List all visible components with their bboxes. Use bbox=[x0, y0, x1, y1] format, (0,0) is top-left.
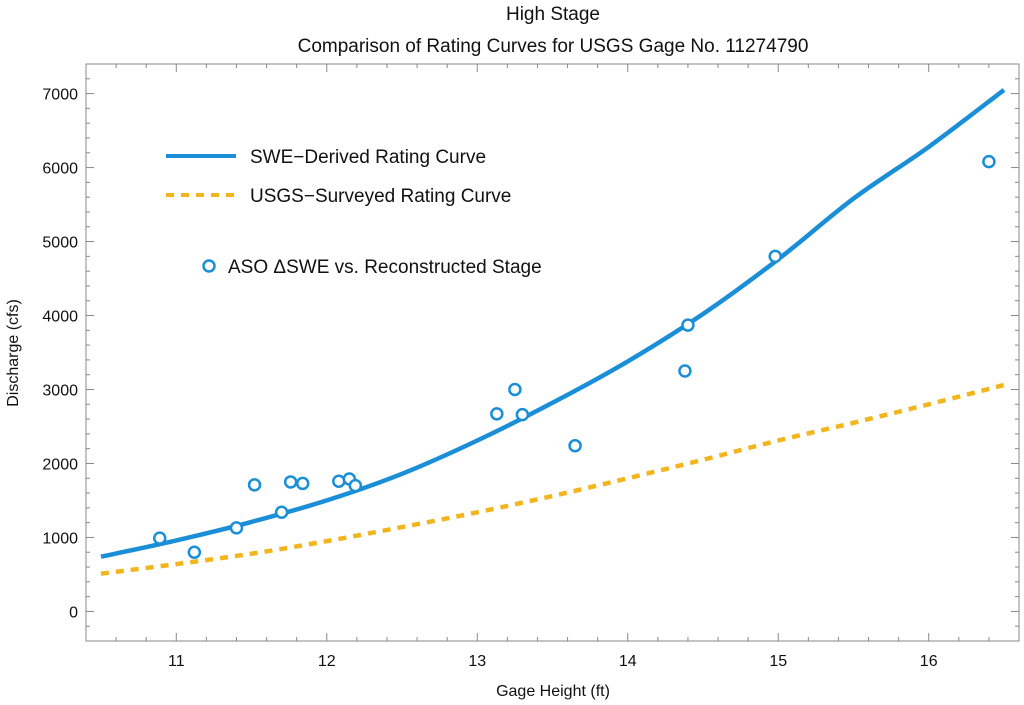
aso-observation-point bbox=[247, 478, 262, 492]
aso-observation-point bbox=[229, 521, 244, 535]
aso-observation-point bbox=[568, 438, 582, 453]
y-axis-label: Discharge (cfs) bbox=[5, 299, 22, 407]
x-tick-label: 12 bbox=[318, 653, 336, 670]
rating-curves bbox=[100, 88, 1006, 576]
usgs-surveyed-rating-curve bbox=[100, 382, 1005, 576]
chart-title: High Stage bbox=[506, 4, 600, 25]
y-tick-label: 0 bbox=[69, 604, 78, 621]
y-tick-label: 7000 bbox=[42, 87, 78, 104]
x-axis-label: Gage Height (ft) bbox=[496, 683, 610, 700]
aso-observation-point bbox=[332, 474, 346, 488]
legend-label-swe-derived: SWE−Derived Rating Curve bbox=[250, 147, 486, 168]
legend-swatch-aso-points bbox=[202, 259, 216, 273]
aso-observation-point bbox=[295, 476, 310, 491]
aso-observation-point bbox=[152, 531, 167, 545]
axis-ticks: 11 12 13 14 15 16 0 1000 2000 3000 4000 5000 6000 700… bbox=[42, 63, 1020, 670]
aso-observation-point bbox=[678, 364, 692, 378]
x-tick-label: 15 bbox=[769, 653, 787, 670]
legend-label-aso-points: ASO ΔSWE vs. Reconstructed Stage bbox=[228, 257, 542, 278]
y-tick-label: 3000 bbox=[42, 382, 78, 399]
x-tick-label: 13 bbox=[468, 653, 486, 670]
y-tick-label: 1000 bbox=[42, 530, 78, 547]
aso-observation-point bbox=[490, 407, 504, 421]
legend-label-usgs-surveyed: USGS−Surveyed Rating Curve bbox=[250, 186, 511, 207]
aso-observation-point bbox=[187, 545, 202, 559]
observation-points bbox=[152, 154, 996, 559]
swe-derived-rating-curve bbox=[100, 88, 1006, 559]
y-tick-label: 2000 bbox=[42, 456, 78, 473]
aso-observation-point bbox=[508, 382, 522, 397]
chart-subtitle: Comparison of Rating Curves for USGS Gag… bbox=[298, 36, 809, 57]
aso-observation-point bbox=[274, 505, 289, 520]
aso-observation-point bbox=[515, 407, 530, 422]
aso-observation-point bbox=[768, 249, 782, 264]
y-tick-label: 4000 bbox=[42, 309, 78, 326]
aso-observation-point bbox=[283, 475, 298, 489]
x-tick-label: 16 bbox=[920, 653, 938, 670]
plot-border bbox=[85, 63, 1020, 642]
legend: SWE−Derived Rating Curve USGS−Surveyed R… bbox=[166, 147, 542, 278]
aso-observation-point bbox=[982, 154, 996, 169]
plot-frame bbox=[85, 63, 1020, 642]
x-tick-label: 14 bbox=[619, 653, 637, 670]
y-tick-label: 5000 bbox=[42, 235, 78, 252]
y-tick-label: 6000 bbox=[42, 161, 78, 178]
aso-observation-point bbox=[681, 318, 695, 332]
x-tick-label: 11 bbox=[168, 653, 185, 670]
aso-observation-point bbox=[348, 478, 363, 493]
